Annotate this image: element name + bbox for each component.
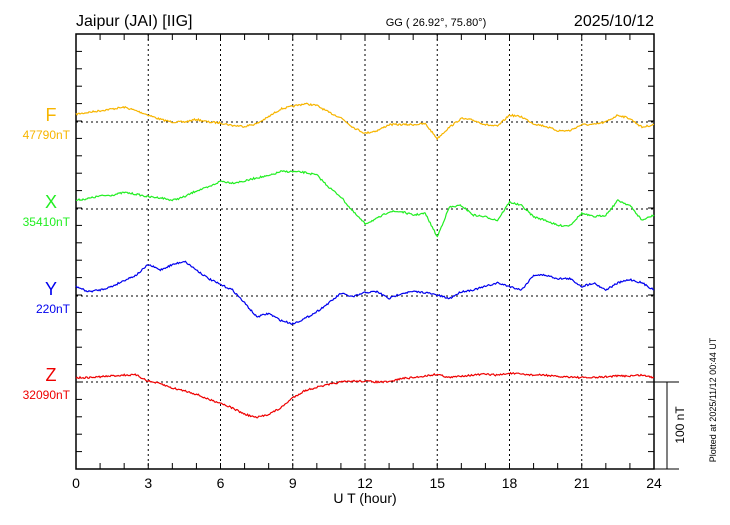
x-tick-label: 15 xyxy=(429,475,445,491)
x-tick-label: 0 xyxy=(72,475,80,491)
series-labels: F 47790nT X 35410nT Y 220nT Z 32090nT xyxy=(23,105,71,402)
series-name-y: Y xyxy=(45,279,57,299)
x-tick-label: 3 xyxy=(144,475,152,491)
x-axis-label: U T (hour) xyxy=(333,490,396,506)
series-baseline-y: 220nT xyxy=(36,302,71,316)
x-tick-labels: 0 3 6 9 12 15 18 21 24 xyxy=(72,475,662,491)
x-tick-label: 6 xyxy=(217,475,225,491)
series-baseline-z: 32090nT xyxy=(23,388,71,402)
series-name-x: X xyxy=(45,192,57,212)
x-tick-label: 12 xyxy=(357,475,373,491)
series-line-z xyxy=(75,371,655,419)
series-line-x xyxy=(75,170,655,238)
geo-coords: GG ( 26.92°, 75.80°) xyxy=(386,17,487,29)
x-tick-label: 24 xyxy=(646,475,662,491)
series-baseline-x: 35410nT xyxy=(23,215,71,229)
series-group xyxy=(75,102,655,419)
series-name-z: Z xyxy=(46,365,57,385)
series-line-f xyxy=(75,102,655,141)
x-tick-label: 18 xyxy=(502,475,518,491)
date-label: 2025/10/12 xyxy=(574,13,654,30)
x-tick-label: 21 xyxy=(574,475,590,491)
scale-bar-label: 100 nT xyxy=(673,406,687,444)
plotted-at-label: Plotted at 2025/11/12 00:44 UT xyxy=(708,337,718,462)
grid xyxy=(75,33,655,470)
series-name-f: F xyxy=(46,105,57,125)
series-line-y xyxy=(75,260,655,326)
x-tick-label: 9 xyxy=(289,475,297,491)
station-title: Jaipur (JAI) [IIG] xyxy=(76,13,192,30)
series-baseline-f: 47790nT xyxy=(23,128,71,142)
